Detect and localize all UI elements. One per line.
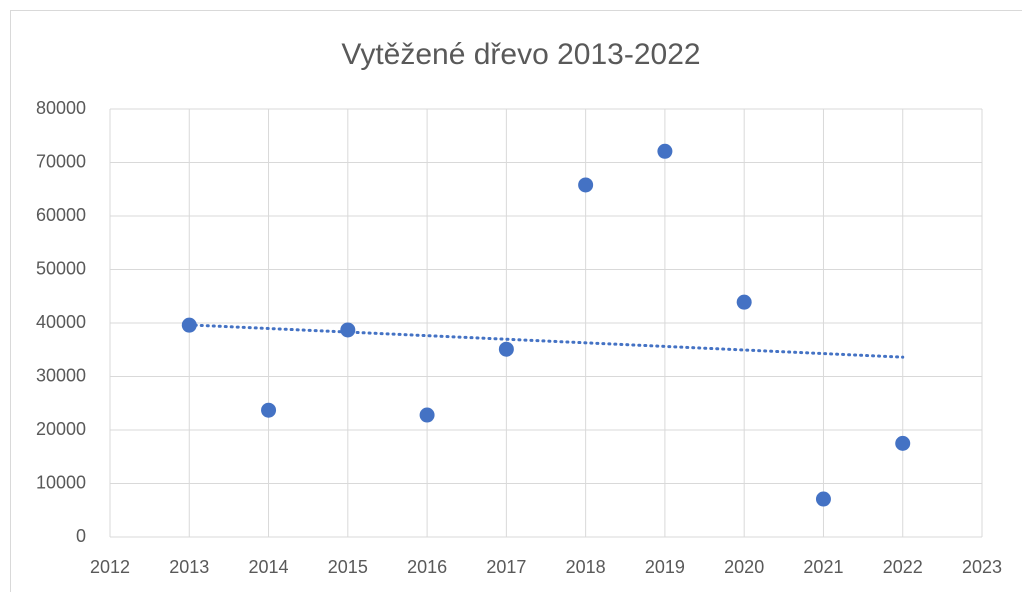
data-point bbox=[340, 322, 356, 338]
trendline bbox=[187, 323, 905, 359]
data-point bbox=[895, 435, 911, 451]
y-tick-label: 0 bbox=[76, 526, 86, 546]
x-tick-label: 2019 bbox=[645, 557, 685, 577]
data-point bbox=[261, 402, 277, 418]
y-tick-label: 80000 bbox=[36, 98, 86, 118]
data-point bbox=[657, 143, 673, 159]
x-tick-label: 2015 bbox=[328, 557, 368, 577]
y-tick-label: 10000 bbox=[36, 472, 86, 492]
x-tick-label: 2017 bbox=[486, 557, 526, 577]
y-tick-label: 20000 bbox=[36, 419, 86, 439]
data-point bbox=[736, 294, 752, 310]
data-point bbox=[498, 341, 514, 357]
data-point bbox=[419, 407, 435, 423]
x-tick-label: 2021 bbox=[803, 557, 843, 577]
data-point bbox=[578, 177, 594, 193]
x-tick-label: 2018 bbox=[566, 557, 606, 577]
x-tick-label: 2020 bbox=[724, 557, 764, 577]
x-tick-label: 2022 bbox=[883, 557, 923, 577]
chart-border bbox=[10, 10, 1022, 592]
x-tick-label: 2013 bbox=[169, 557, 209, 577]
y-tick-label: 30000 bbox=[36, 365, 86, 385]
x-tick-label: 2023 bbox=[962, 557, 1002, 577]
y-tick-label: 50000 bbox=[36, 258, 86, 278]
data-point bbox=[815, 491, 831, 507]
x-tick-label: 2014 bbox=[249, 557, 289, 577]
y-tick-label: 40000 bbox=[36, 312, 86, 332]
data-point bbox=[181, 317, 197, 333]
chart-title: Vytěžené dřevo 2013-2022 bbox=[341, 38, 700, 71]
y-tick-label: 70000 bbox=[36, 151, 86, 171]
y-tick-label: 60000 bbox=[36, 205, 86, 225]
x-tick-label: 2016 bbox=[407, 557, 447, 577]
x-tick-label: 2012 bbox=[90, 557, 130, 577]
